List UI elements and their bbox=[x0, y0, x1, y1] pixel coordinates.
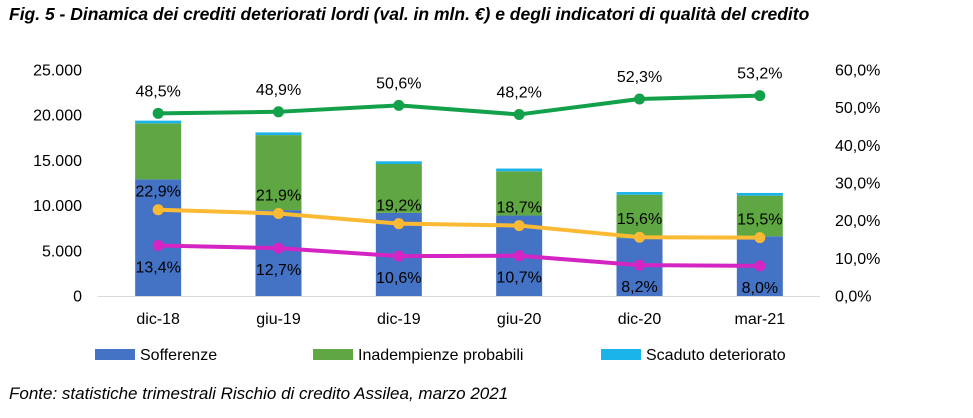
line-series-1 bbox=[156, 207, 762, 240]
y-right-tick-label: 10,0% bbox=[835, 251, 880, 268]
line-point bbox=[634, 93, 645, 105]
legend-label: Inadempienze probabili bbox=[358, 347, 523, 364]
bar-scaduto-deteriorato bbox=[736, 192, 783, 196]
line-point bbox=[152, 107, 164, 119]
y-left-tick-label: 20.000 bbox=[33, 108, 82, 125]
line-point bbox=[513, 108, 525, 120]
legend-swatch bbox=[95, 349, 135, 360]
line-point bbox=[393, 99, 405, 111]
line-point bbox=[273, 208, 284, 220]
x-tick-label: dic-20 bbox=[618, 311, 662, 328]
bar-inadempienze-probabili bbox=[255, 135, 302, 211]
line-data-label: 52,3% bbox=[617, 69, 662, 86]
line-data-label: 10,6% bbox=[376, 270, 421, 287]
line-point bbox=[152, 240, 164, 252]
line-data-label: 15,5% bbox=[737, 212, 782, 229]
y-left-tick-label: 5.000 bbox=[42, 243, 82, 260]
bar-scaduto-deteriorato bbox=[375, 161, 422, 165]
line-data-label: 53,2% bbox=[737, 66, 782, 83]
y-left-tick-label: 0 bbox=[73, 289, 82, 306]
line-point bbox=[634, 231, 645, 243]
line-data-label: 10,7% bbox=[496, 270, 541, 287]
figure-source: Fonte: statistiche trimestrali Rischio d… bbox=[9, 384, 509, 403]
line-data-label: 48,2% bbox=[496, 84, 541, 101]
x-tick-label: giu-20 bbox=[497, 311, 542, 328]
x-tick-label: giu-19 bbox=[256, 311, 301, 328]
line-point bbox=[273, 242, 284, 254]
y-left-tick-label: 25.000 bbox=[33, 63, 82, 80]
line-data-label: 15,6% bbox=[617, 211, 662, 228]
y-right-tick-label: 0,0% bbox=[835, 289, 871, 306]
bar-scaduto-deteriorato bbox=[255, 132, 302, 136]
bar-scaduto-deteriorato bbox=[616, 192, 663, 195]
x-tick-label: dic-19 bbox=[377, 311, 421, 328]
y-left-tick-label: 10.000 bbox=[33, 198, 82, 215]
line-data-label: 48,5% bbox=[135, 83, 180, 100]
line-data-label: 12,7% bbox=[256, 262, 301, 279]
bar-scaduto-deteriorato bbox=[496, 168, 543, 172]
figure-title: Fig. 5 - Dinamica dei crediti deteriorat… bbox=[9, 4, 810, 24]
bar-inadempienze-probabili bbox=[135, 123, 182, 180]
bar-sofferenze bbox=[135, 179, 182, 296]
y-right-tick-label: 50,0% bbox=[835, 100, 880, 117]
y-right-tick-label: 20,0% bbox=[835, 213, 880, 230]
line-point bbox=[393, 218, 405, 230]
line-point bbox=[273, 106, 284, 118]
line-data-label: 48,9% bbox=[256, 82, 301, 99]
line-data-label: 13,4% bbox=[135, 260, 180, 277]
y-right-tick-label: 60,0% bbox=[835, 63, 880, 80]
bar-inadempienze-probabili bbox=[375, 164, 422, 213]
line-data-label: 21,9% bbox=[256, 188, 301, 205]
bar-inadempienze-probabili bbox=[736, 195, 783, 237]
legend-swatch bbox=[313, 349, 353, 360]
line-data-label: 18,7% bbox=[496, 200, 541, 217]
line-point bbox=[754, 232, 766, 244]
line-point bbox=[754, 260, 766, 272]
y-right-tick-label: 40,0% bbox=[835, 138, 880, 155]
line-data-label: 8,0% bbox=[742, 280, 778, 297]
x-tick-label: mar-21 bbox=[734, 311, 785, 328]
line-data-label: 50,6% bbox=[376, 75, 421, 92]
line-point bbox=[152, 204, 164, 216]
line-series-0 bbox=[156, 93, 762, 117]
legend-swatch bbox=[601, 349, 641, 360]
line-point bbox=[754, 90, 766, 102]
legend-label: Sofferenze bbox=[140, 347, 217, 364]
bar-inadempienze-probabili bbox=[616, 194, 663, 239]
bar-scaduto-deteriorato bbox=[135, 120, 182, 124]
line-point bbox=[513, 250, 525, 262]
legend-label: Scaduto deteriorato bbox=[646, 347, 786, 364]
line-series-2 bbox=[156, 243, 762, 268]
y-right-tick-label: 30,0% bbox=[835, 176, 880, 193]
line-data-label: 19,2% bbox=[376, 198, 421, 215]
bar-inadempienze-probabili bbox=[496, 171, 543, 216]
line-data-label: 8,2% bbox=[621, 279, 657, 296]
line-point bbox=[513, 220, 525, 232]
line-point bbox=[634, 259, 645, 271]
line-data-label: 22,9% bbox=[135, 184, 180, 201]
y-left-tick-label: 15.000 bbox=[33, 153, 82, 170]
x-tick-label: dic-18 bbox=[136, 311, 180, 328]
line-point bbox=[393, 250, 405, 262]
